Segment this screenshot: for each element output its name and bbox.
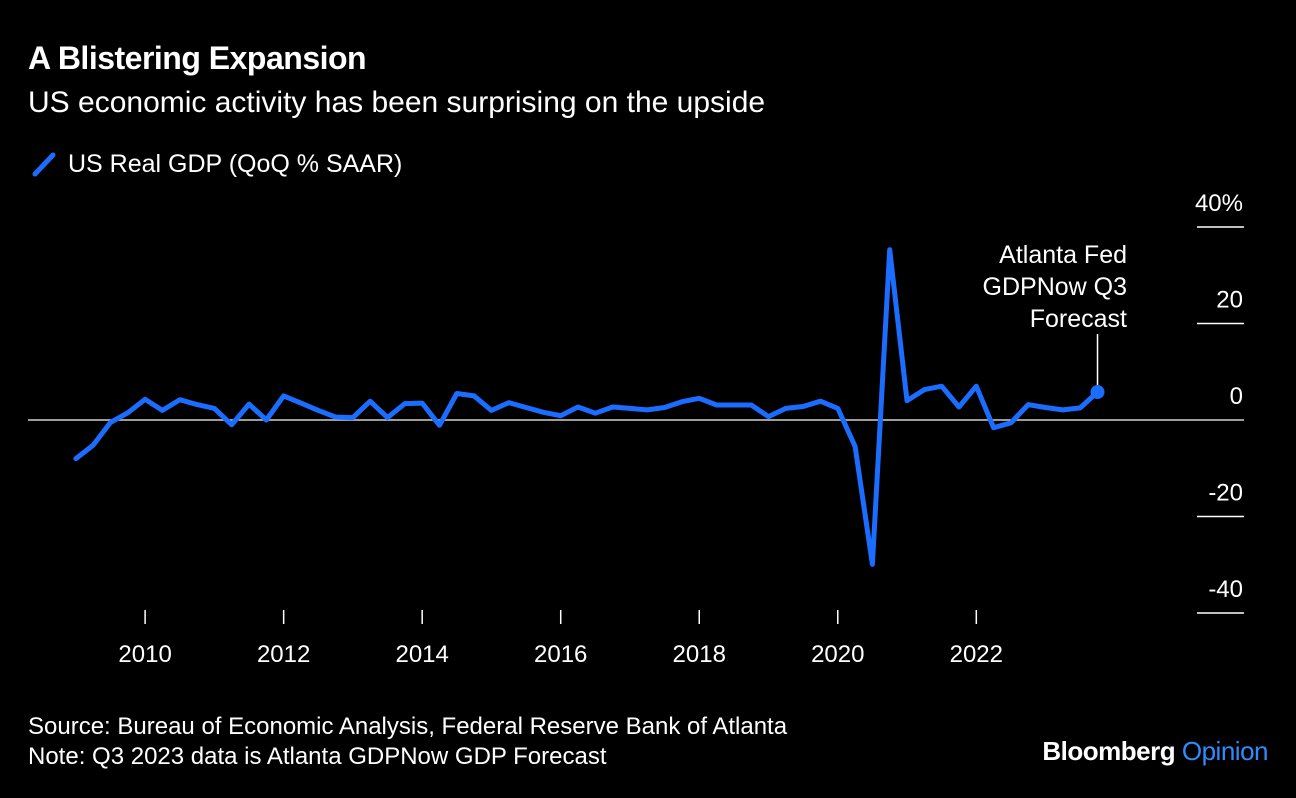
ytick-label: 0 [1230, 383, 1243, 410]
xtick-label: 2022 [950, 641, 1003, 668]
ytick-label: 20 [1216, 287, 1243, 314]
xtick-label: 2014 [395, 641, 448, 668]
legend-label: US Real GDP (QoQ % SAAR) [68, 149, 403, 178]
gdp-line-chart: -40 -20 0 20 40% 2010 2012 2014 2016 2018 2020 2022… [28, 190, 1244, 668]
xtick-label: 2010 [118, 641, 171, 668]
chart-subtitle: US economic activity has been surprising… [28, 86, 766, 119]
footer: Source: Bureau of Economic Analysis, Fed… [28, 712, 787, 772]
xtick-label: 2012 [257, 641, 310, 668]
series-line-us-real-gdp [73, 247, 1100, 567]
forecast-point [1090, 385, 1105, 400]
xtick-label: 2018 [673, 641, 726, 668]
legend-swatch-icon [32, 152, 56, 177]
ytick-label: 40% [1195, 190, 1243, 217]
ytick-label: -40 [1208, 576, 1243, 603]
ytick-label: -20 [1208, 480, 1243, 507]
data-note: Note: Q3 2023 data is Atlanta GDPNow GDP… [28, 743, 607, 770]
annotation-text: GDPNow Q3 [983, 273, 1127, 301]
brand-name: Bloomberg [1042, 736, 1176, 766]
xtick-label: 2016 [534, 641, 587, 668]
brand-section: Opinion [1181, 736, 1269, 766]
legend: US Real GDP (QoQ % SAAR) [28, 148, 402, 180]
annotation-text: Atlanta Fed [999, 241, 1127, 269]
source-note: Source: Bureau of Economic Analysis, Fed… [28, 713, 788, 740]
chart-title: A Blistering Expansion [28, 40, 367, 76]
annotation-text: Forecast [1030, 305, 1127, 333]
xtick-label: 2020 [811, 641, 864, 668]
brand-logo: Bloomberg Opinion [1042, 736, 1268, 767]
